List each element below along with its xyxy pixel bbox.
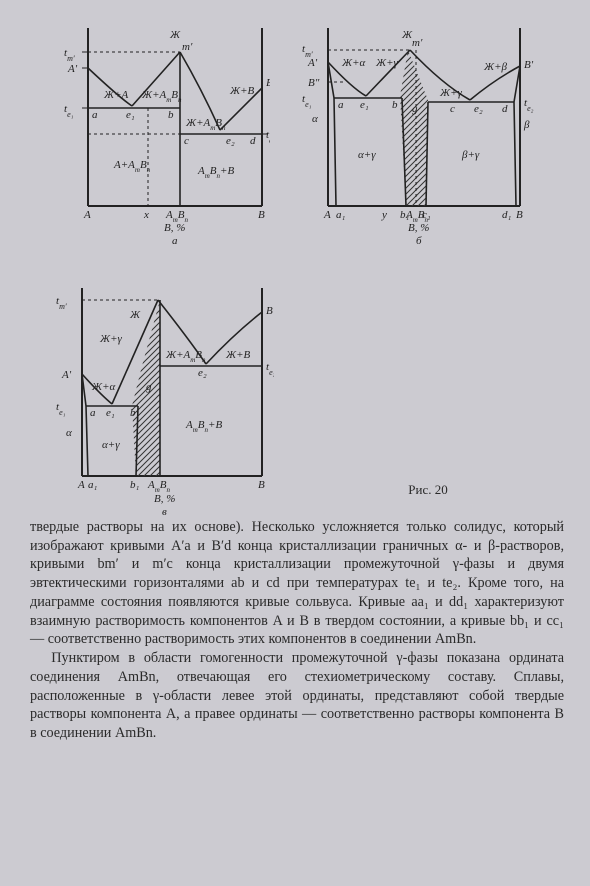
svg-text:Ж+α: Ж+α	[91, 381, 115, 393]
svg-text:AmBn: AmBn	[147, 479, 171, 494]
svg-text:Ж+γ: Ж+γ	[99, 333, 122, 345]
svg-text:a: a	[92, 109, 98, 121]
svg-text:Ж+AmBn: Ж+AmBn	[165, 349, 206, 364]
svg-text:AmBn+B: AmBn+B	[197, 165, 234, 180]
svg-text:Ж+B: Ж+B	[225, 349, 250, 361]
svg-text:A′: A′	[307, 57, 318, 69]
svg-text:g: g	[412, 103, 418, 115]
paragraph-2: Пунктиром в области гомогенности промежу…	[30, 649, 564, 743]
svg-text:y: y	[381, 209, 387, 221]
svg-text:б: б	[416, 235, 422, 247]
phase-diagram-b: Ж m′ tm′ A′ B″ te₁ α B′ te₂ β Ж+α Ж+γ Ж+…	[288, 18, 544, 248]
svg-text:β: β	[523, 119, 530, 131]
svg-text:a: a	[90, 407, 96, 419]
svg-text:d: d	[250, 135, 256, 147]
svg-text:Ж: Ж	[129, 309, 141, 321]
svg-text:α: α	[66, 427, 72, 439]
paragraph-1: твердые растворы на их основе). Нескольк…	[30, 518, 564, 649]
svg-text:A′: A′	[61, 369, 72, 381]
svg-text:B: B	[258, 209, 265, 221]
svg-text:Ж+α: Ж+α	[341, 57, 365, 69]
svg-text:Ж+γ: Ж+γ	[375, 57, 398, 69]
svg-text:x: x	[143, 209, 149, 221]
svg-text:в: в	[162, 506, 167, 518]
svg-text:B″: B″	[308, 77, 320, 89]
svg-text:A+AmBn: A+AmBn	[113, 159, 151, 174]
svg-text:te₁: te₁	[64, 103, 74, 119]
phase-diagram-a: Ж m′ tm′ A′ te₁ te₂ B′ Ж+A Ж+AmBn Ж+B Ж+…	[30, 18, 270, 248]
svg-text:te₂: te₂	[266, 361, 274, 377]
svg-text:b₁: b₁	[130, 479, 140, 491]
svg-text:a₁: a₁	[88, 479, 98, 491]
body-text: твердые растворы на их основе). Нескольк…	[30, 518, 564, 743]
svg-text:Ж+AmBn: Ж+AmBn	[141, 89, 182, 104]
figure-caption: Рис. 20	[408, 482, 447, 498]
svg-text:B: B	[516, 209, 523, 221]
svg-text:B, %: B, %	[154, 493, 175, 505]
phase-diagram-v: Ж tm′ A′ te₁ α B′ te₂ Ж+γ Ж+α Ж+AmBn Ж+B…	[30, 278, 274, 522]
svg-text:B, %: B, %	[164, 222, 185, 234]
svg-text:Ж+β: Ж+β	[483, 61, 507, 73]
svg-text:Ж: Ж	[169, 29, 181, 41]
svg-text:AmBn+B: AmBn+B	[185, 419, 222, 434]
svg-text:te₁: te₁	[302, 93, 312, 109]
svg-text:α+γ: α+γ	[358, 149, 376, 161]
svg-text:d: d	[502, 103, 508, 115]
svg-text:b: b	[130, 407, 136, 419]
svg-text:b: b	[392, 99, 398, 111]
svg-text:A: A	[323, 209, 331, 221]
svg-text:e₁: e₁	[360, 99, 369, 111]
svg-text:a: a	[338, 99, 344, 111]
svg-text:B, %: B, %	[408, 222, 429, 234]
svg-text:A′: A′	[67, 63, 78, 75]
svg-text:B′: B′	[524, 59, 534, 71]
svg-text:te₁: te₁	[56, 401, 66, 417]
svg-text:A: A	[83, 209, 91, 221]
svg-text:tm′: tm′	[64, 47, 75, 63]
svg-text:tm′: tm′	[56, 295, 67, 311]
svg-text:m′: m′	[182, 41, 193, 53]
svg-text:e₂: e₂	[474, 103, 483, 115]
svg-text:c: c	[450, 103, 455, 115]
svg-text:g: g	[146, 381, 152, 393]
svg-text:e₂: e₂	[198, 367, 207, 379]
svg-text:Ж+γ: Ж+γ	[439, 87, 462, 99]
svg-text:β+γ: β+γ	[461, 149, 480, 161]
svg-text:e₂: e₂	[226, 135, 235, 147]
svg-text:α: α	[312, 113, 318, 125]
svg-text:te₂: te₂	[266, 129, 270, 145]
svg-text:Ж+A: Ж+A	[103, 89, 128, 101]
svg-text:d₁: d₁	[502, 209, 512, 221]
svg-text:B′: B′	[266, 77, 270, 89]
svg-text:а: а	[172, 235, 178, 247]
svg-text:m′: m′	[412, 37, 423, 49]
svg-text:a₁: a₁	[336, 209, 346, 221]
svg-text:e₁: e₁	[106, 407, 115, 419]
svg-text:c: c	[184, 135, 189, 147]
svg-text:B: B	[258, 479, 265, 491]
svg-text:te₂: te₂	[524, 97, 534, 113]
svg-text:B′: B′	[266, 305, 274, 317]
svg-text:A: A	[77, 479, 85, 491]
svg-text:b: b	[168, 109, 174, 121]
svg-text:Ж+B: Ж+B	[229, 85, 254, 97]
svg-text:e₁: e₁	[126, 109, 135, 121]
svg-text:α+γ: α+γ	[102, 439, 120, 451]
